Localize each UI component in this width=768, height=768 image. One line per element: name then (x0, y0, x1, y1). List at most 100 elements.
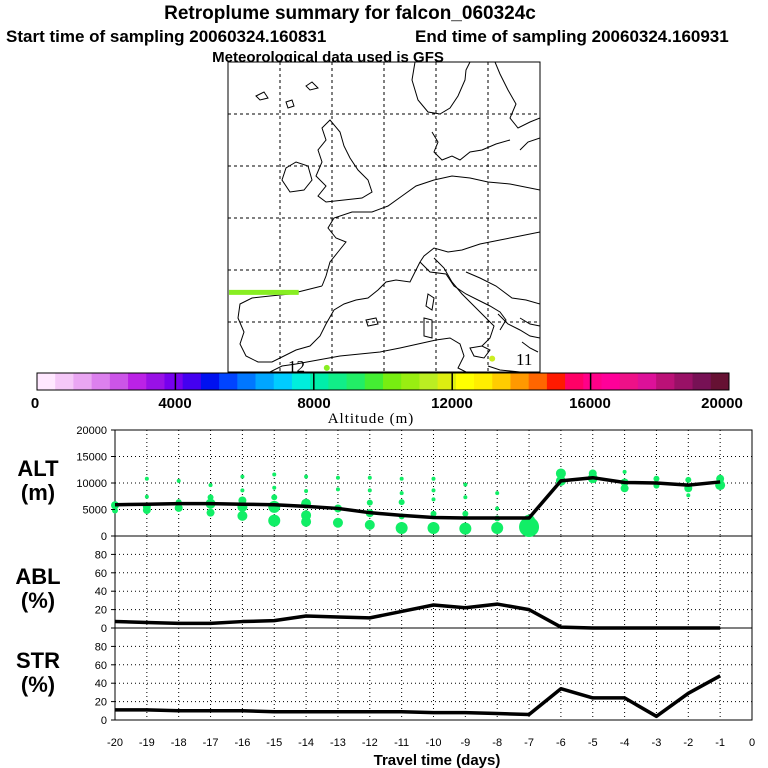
alt-dot-68 (686, 493, 691, 498)
alt-dot-36 (364, 519, 375, 530)
alt-dot-41 (395, 522, 408, 535)
colorbar-swatch-1 (55, 373, 74, 390)
ytick-abl-80: 80 (95, 549, 107, 561)
colorbar-swatch-36 (692, 373, 712, 390)
alt-dot-5 (142, 506, 151, 515)
colorbar-swatch-28 (546, 373, 566, 390)
alt-dot-1 (112, 507, 118, 514)
start-time-label: Start time of sampling 20060324.160831 (6, 27, 326, 46)
colorbar-swatch-15 (310, 373, 329, 390)
colorbar-major-ticks (174, 373, 592, 390)
alt-dot-22 (268, 514, 281, 527)
series-line-str (115, 674, 721, 719)
colorbar-tick-4000: 4000 (158, 395, 191, 412)
colorbar-swatch-9 (200, 373, 220, 390)
alt-dot-29 (335, 487, 340, 492)
colorbar-swatch-7 (164, 373, 184, 390)
alt-dot-52 (495, 506, 500, 511)
xtick-5: -15 (266, 737, 282, 749)
alt-dot-19 (272, 485, 277, 490)
alt-dot-13 (240, 474, 245, 479)
xtick-11: -9 (460, 737, 470, 749)
colorbar-swatch-27 (528, 373, 548, 390)
alt-dot-12 (206, 508, 215, 517)
plume-layer (229, 289, 496, 371)
alt-dot-33 (367, 488, 372, 493)
ytick-abl-0: 0 (101, 623, 107, 635)
yunit-abl: (%) (21, 588, 55, 613)
colorbar-swatch-37 (710, 373, 730, 390)
alt-dot-17 (237, 510, 248, 521)
alt-dot-42 (431, 476, 436, 481)
xtick-7: -13 (330, 737, 346, 749)
xtick-15: -5 (588, 737, 598, 749)
alt-dot-61 (622, 469, 627, 474)
xtick-6: -14 (298, 737, 314, 749)
alt-dot-9 (208, 483, 213, 488)
ytick-abl-60: 60 (95, 568, 107, 580)
ytick-str-80: 80 (95, 641, 107, 653)
alt-dot-66 (685, 476, 692, 483)
ytick-alt-5000: 5000 (83, 505, 107, 517)
colorbar-swatch-33 (637, 373, 657, 390)
ylabel-abl: ABL (15, 564, 60, 589)
alt-dot-44 (431, 497, 436, 502)
ylabel-alt: ALT (17, 456, 59, 481)
time-series-panels: 0 5000 10000 15000 20000 0 20 40 60 80 0 20 40 60 80 -2… (15, 425, 755, 768)
colorbar-swatch-12 (255, 373, 275, 390)
main-title: Retroplume summary for falcon_060324c (164, 3, 536, 24)
alt-dot-56 (519, 516, 540, 537)
alt-dot-43 (431, 488, 436, 493)
colorbar-swatch-26 (510, 373, 530, 390)
colorbar-swatch-35 (674, 373, 694, 390)
alt-dot-10 (207, 494, 214, 501)
release-marker-0 (323, 364, 330, 371)
alt-dot-8 (174, 503, 183, 512)
colorbar-tick-20000: 20000 (701, 395, 743, 412)
alt-dot-38 (399, 491, 404, 496)
colorbar-swatch-18 (364, 373, 384, 390)
colorbar-swatch-19 (383, 373, 402, 390)
ytick-abl-40: 40 (95, 586, 107, 598)
xtick-12: -8 (492, 737, 502, 749)
colorbar-swatch-10 (219, 373, 238, 390)
colorbar-tick-16000: 16000 (569, 395, 611, 412)
altitude-colorbar: 0 4000 8000 12000 16000 20000 Altitude (… (31, 372, 743, 427)
alt-dot-24 (304, 488, 309, 493)
series-line-alt (114, 475, 721, 520)
alt-dot-32 (367, 475, 372, 480)
ytick-str-40: 40 (95, 678, 107, 690)
colorbar-tick-0: 0 (31, 395, 39, 412)
alt-dot-46 (427, 522, 440, 535)
colorbar-swatch-13 (273, 373, 293, 390)
colorbar-swatch-16 (328, 373, 348, 390)
alt-dot-14 (240, 488, 245, 493)
ytick-alt-0: 0 (101, 531, 107, 543)
ytick-str-20: 20 (95, 697, 107, 709)
alt-dot-28 (335, 475, 340, 480)
yunit-alt: (m) (21, 480, 55, 505)
alt-dot-49 (462, 510, 469, 517)
alt-dot-23 (304, 474, 309, 479)
xtick-2: -18 (171, 737, 187, 749)
colorbar-swatch-23 (455, 373, 475, 390)
panel-frame-str (114, 627, 753, 721)
colorbar-swatch-8 (182, 373, 202, 390)
alt-dot-47 (463, 482, 468, 487)
colorbar-swatch-32 (619, 373, 639, 390)
ytick-alt-15000: 15000 (76, 452, 107, 464)
panel-gridlines (115, 430, 752, 720)
alt-dot-39 (398, 499, 405, 506)
colorbar-swatch-11 (237, 373, 257, 390)
alt-dot-64 (653, 475, 660, 482)
ytick-abl-20: 20 (95, 605, 107, 617)
colorbar-swatch-17 (346, 373, 366, 390)
xtick-3: -17 (203, 737, 219, 749)
xaxis-label: Travel time (days) (374, 752, 501, 768)
colorbar-swatch-14 (291, 373, 311, 390)
alt-dot-27 (301, 516, 312, 527)
coastlines (237, 62, 540, 372)
alt-dot-3 (144, 494, 149, 499)
xtick-16: -4 (620, 737, 630, 749)
